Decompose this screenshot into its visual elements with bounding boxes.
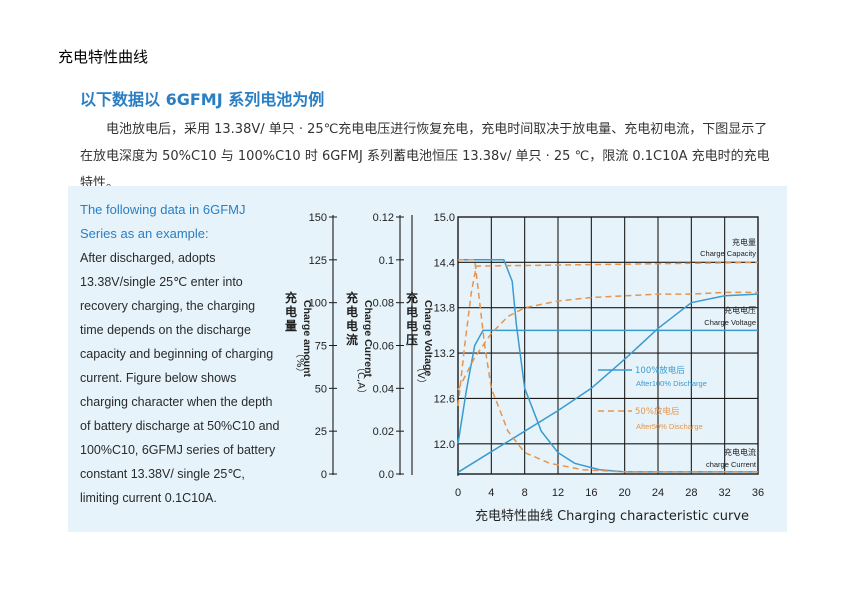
plot-frame bbox=[457, 216, 759, 475]
series-capacity-50 bbox=[457, 291, 758, 391]
voltage-tick-label: 14.4 bbox=[434, 257, 455, 269]
axis-title-char: 充 bbox=[406, 290, 418, 305]
percent-tick-label: 100 bbox=[309, 298, 327, 310]
annotation-cn: 充电量 bbox=[732, 237, 756, 247]
x-tick-label: 8 bbox=[522, 487, 528, 499]
x-tick-label: 20 bbox=[619, 487, 631, 499]
axis-title-char: 充 bbox=[285, 290, 297, 305]
voltage-tick-label: 13.2 bbox=[434, 348, 455, 360]
current-tick-label: 0.08 bbox=[373, 298, 394, 310]
document-title: 充电特性曲线 bbox=[58, 48, 149, 66]
x-tick-label: 12 bbox=[552, 487, 564, 499]
voltage-tick-label: 12.6 bbox=[434, 393, 455, 405]
voltage-tick-label: 15.0 bbox=[434, 212, 455, 224]
axis-title-en: Charge Current bbox=[362, 300, 374, 378]
legend-label-en: After100% Discharge bbox=[636, 379, 707, 388]
percent-tick-label: 75 bbox=[315, 341, 327, 353]
percent-tick-label: 150 bbox=[309, 212, 327, 224]
english-body: After discharged, adopts 13.38V/single 2… bbox=[80, 251, 280, 505]
x-tick-label: 32 bbox=[719, 487, 731, 499]
axis-title-char: 充 bbox=[346, 290, 358, 305]
section-heading: 以下数据以 6GFMJ 系列电池为例 bbox=[80, 90, 325, 109]
series-capacity-100 bbox=[457, 293, 759, 473]
series-current-50 bbox=[458, 259, 758, 473]
chinese-description: 电池放电后，采用 13.38V/ 单只 · 25℃充电电压进行恢复充电，充电时间… bbox=[80, 122, 770, 191]
annotation-en: Charge Capacity bbox=[700, 249, 756, 258]
axis-title-char: 压 bbox=[406, 333, 418, 347]
current-tick-label: 0.12 bbox=[373, 212, 394, 224]
voltage-axis-title: 充电电压 Charge Voltage（V） bbox=[406, 290, 434, 389]
x-tick-label: 16 bbox=[585, 487, 597, 499]
legend-label-cn: 50%放电后 bbox=[635, 406, 680, 417]
x-tick-label: 28 bbox=[685, 487, 697, 499]
current-tick-label: 0.1 bbox=[379, 255, 394, 267]
legend-label-en: After50% Discharge bbox=[636, 422, 703, 431]
x-tick-label: 36 bbox=[752, 487, 764, 499]
series-voltage-100 bbox=[457, 329, 758, 444]
axis-title-unit: （%） bbox=[294, 348, 306, 378]
voltage-tick-label: 12.0 bbox=[434, 439, 455, 451]
axis-title-char: 电 bbox=[346, 304, 358, 319]
axis-title-char: 量 bbox=[285, 319, 297, 333]
axis-title-char: 电 bbox=[406, 304, 418, 319]
current-tick-label: 0.06 bbox=[373, 341, 394, 353]
percent-axis-title: 充电量 Charge amount（%） bbox=[285, 290, 313, 378]
x-tick-label: 4 bbox=[488, 487, 494, 499]
english-lead: The following data in 6GFMJ Series as an… bbox=[80, 202, 246, 241]
current-tick-label: 0.02 bbox=[373, 426, 394, 438]
axis-title-en: Charge Voltage bbox=[422, 300, 434, 376]
axis-title-char: 电 bbox=[346, 318, 358, 333]
english-description: The following data in 6GFMJ Series as an… bbox=[80, 198, 280, 510]
current-tick-label: 0.0 bbox=[379, 469, 394, 481]
axis-title-char: 电 bbox=[406, 318, 418, 333]
series-voltage-50 bbox=[457, 261, 759, 407]
percent-tick-label: 125 bbox=[309, 255, 327, 267]
percent-tick-label: 0 bbox=[321, 469, 327, 481]
series-current-100 bbox=[458, 259, 758, 473]
annotation-cn: 充电电压 bbox=[724, 305, 756, 315]
annotation-en: charge Current bbox=[706, 460, 757, 469]
percent-tick-label: 25 bbox=[315, 426, 327, 438]
current-axis-title: 充电电流 Charge Current（C,A） bbox=[346, 290, 374, 399]
percent-tick-label: 50 bbox=[315, 383, 327, 395]
legend-label-cn: 100%放电后 bbox=[635, 365, 685, 376]
axis-title-char: 流 bbox=[346, 332, 358, 347]
annotation-en: Charge Voltage bbox=[704, 318, 756, 327]
x-tick-label: 24 bbox=[652, 487, 664, 499]
axis-title-char: 电 bbox=[285, 304, 297, 319]
annotation-cn: 充电电流 bbox=[724, 447, 756, 457]
x-tick-label: 0 bbox=[455, 487, 461, 499]
chart-title: 充电特性曲线 Charging characteristic curve bbox=[475, 508, 749, 524]
axis-title-unit: （V） bbox=[415, 362, 427, 389]
axis-title-en: Charge amount bbox=[301, 300, 313, 378]
current-tick-label: 0.04 bbox=[373, 383, 394, 395]
axis-title-unit: （C,A） bbox=[355, 362, 367, 399]
voltage-tick-label: 13.8 bbox=[434, 303, 455, 315]
